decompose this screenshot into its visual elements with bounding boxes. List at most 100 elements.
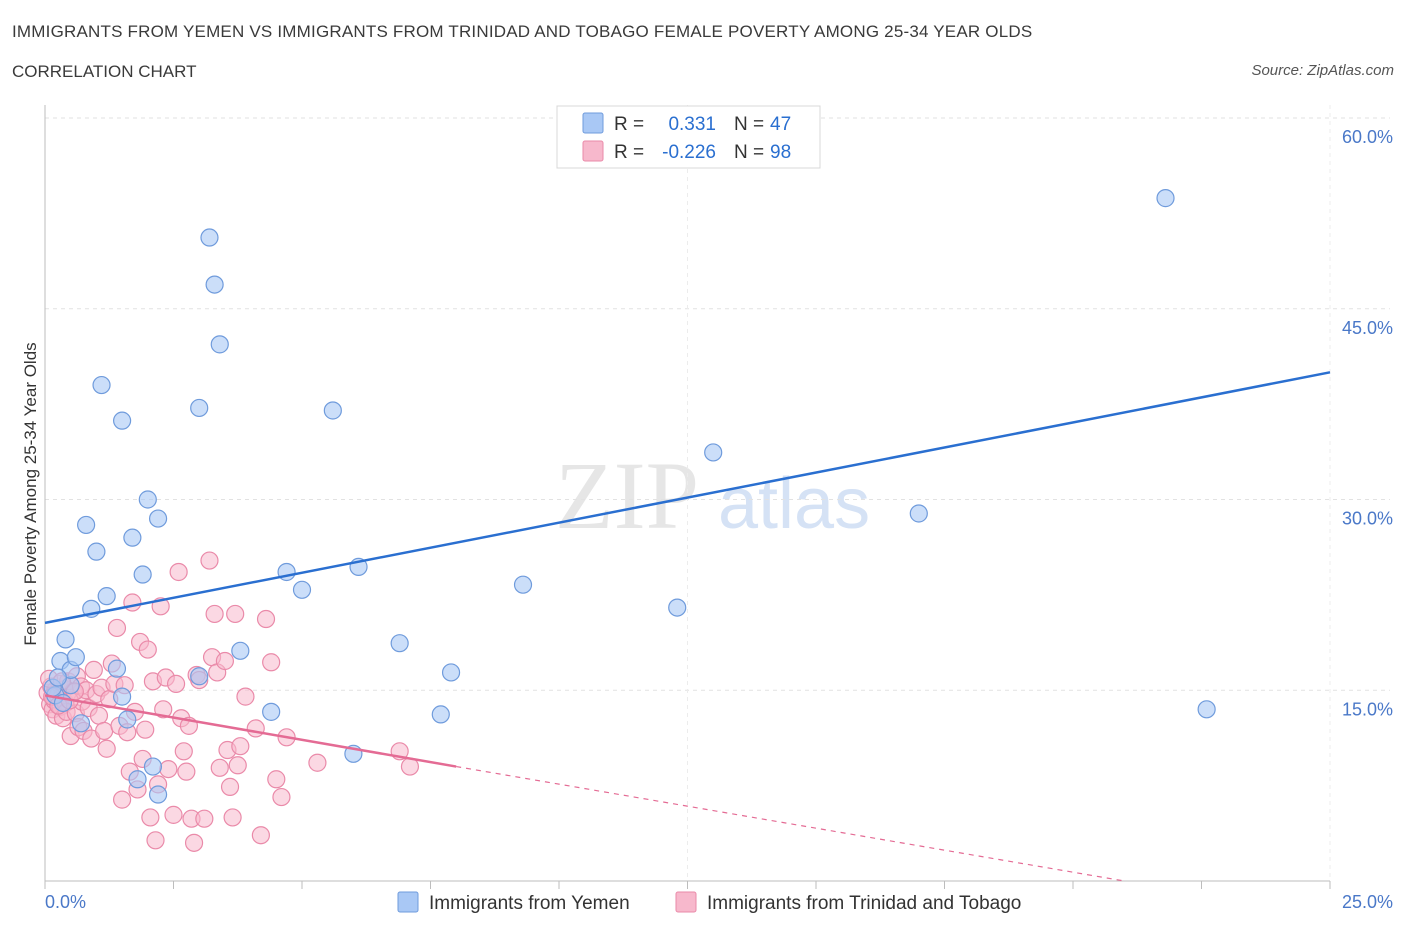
yemen-point-24: [190, 398, 209, 418]
yemen-point-21: [148, 509, 168, 528]
legend-r-label-yemen: R =: [614, 114, 644, 135]
x-tick-min: 0.0%: [45, 892, 86, 912]
tt-point-56: [159, 759, 178, 779]
yemen-point-32: [323, 401, 342, 420]
stats-legend: R = 0.331 N = 47 R = -0.226 N = 98: [556, 105, 821, 169]
series-tt-points: [38, 551, 420, 852]
tt-point-54: [154, 700, 173, 719]
tt-point-86: [267, 770, 286, 789]
tt-point-65: [184, 833, 204, 852]
bottom-legend-label-yemen: Immigrants from Yemen: [429, 893, 630, 914]
yemen-point-27: [210, 335, 229, 354]
yemen-point-2: [56, 630, 75, 649]
legend-r-value-yemen: 0.331: [668, 114, 716, 135]
legend-n-value-tt: 98: [770, 142, 791, 163]
legend-n-label-tt: N =: [734, 142, 764, 163]
tt-point-47: [136, 720, 155, 739]
yemen-point-37: [441, 663, 461, 682]
tt-point-29: [89, 706, 109, 725]
tt-point-77: [223, 808, 242, 827]
yemen-point-19: [138, 490, 157, 509]
bottom-legend-label-tt: Immigrants from Trinidad and Tobago: [707, 893, 1021, 914]
x-tick-max: 25.0%: [1342, 892, 1393, 912]
watermark-zip: ZIP: [555, 442, 699, 549]
tt-point-89: [308, 753, 327, 772]
source-label: Source: ZipAtlas.com: [1251, 62, 1394, 79]
yemen-point-17: [128, 770, 147, 789]
yemen-point-7: [77, 515, 96, 535]
yemen-point-14: [112, 411, 132, 430]
yemen-point-20: [143, 757, 163, 776]
tt-point-51: [146, 831, 165, 850]
tt-point-38: [112, 790, 132, 809]
yemen-point-36: [431, 705, 450, 724]
axes: [44, 105, 1331, 889]
tt-point-82: [246, 719, 265, 738]
yemen-point-16: [123, 528, 142, 547]
yemen-point-28: [231, 641, 250, 660]
tt-point-74: [215, 651, 234, 671]
yemen-point-26: [205, 275, 224, 294]
yemen-point-41: [909, 504, 928, 523]
yemen-point-6: [71, 714, 91, 733]
trend-line-tt: [44, 694, 457, 768]
legend-swatch-tt: [582, 140, 604, 162]
tt-point-62: [177, 762, 196, 781]
series-legend: Immigrants from Yemen Immigrants from Tr…: [397, 891, 1021, 914]
tt-point-31: [95, 721, 114, 741]
yemen-point-9: [87, 542, 106, 561]
yemen-point-29: [262, 702, 281, 721]
yemen-point-46: [48, 668, 67, 687]
tt-point-71: [205, 604, 224, 624]
tt-point-76: [220, 777, 240, 796]
tt-point-48: [138, 640, 157, 659]
tt-point-73: [210, 758, 229, 777]
tt-point-68: [195, 809, 214, 828]
tt-point-59: [169, 562, 188, 582]
tt-point-57: [164, 805, 183, 824]
legend-n-label-yemen: N =: [734, 114, 764, 135]
yemen-point-18: [133, 565, 152, 584]
tt-point-87: [272, 787, 291, 807]
yemen-point-5: [66, 648, 85, 667]
tt-point-84: [256, 609, 276, 629]
yemen-point-13: [112, 687, 132, 706]
tt-point-36: [107, 618, 127, 638]
tt-point-78: [226, 604, 245, 624]
y-axis-label: Female Poverty Among 25-34 Year Olds: [21, 342, 40, 645]
tt-point-58: [166, 674, 186, 693]
tt-point-42: [123, 593, 142, 612]
yemen-point-35: [390, 634, 409, 653]
yemen-point-42: [1156, 189, 1175, 208]
tt-point-27: [84, 660, 103, 680]
tt-point-79: [228, 756, 247, 775]
trend-line-yemen: [44, 371, 1331, 625]
trend-line-tt-extension: [456, 765, 1125, 882]
yemen-point-40: [704, 443, 723, 462]
yemen-point-25: [200, 228, 219, 247]
yemen-point-23: [190, 667, 209, 686]
chart-title: IMMIGRANTS FROM YEMEN VS IMMIGRANTS FROM…: [12, 22, 1033, 41]
tt-point-32: [97, 739, 116, 758]
legend-r-label-tt: R =: [614, 142, 644, 163]
trend-lines: [44, 371, 1331, 882]
tt-point-81: [236, 687, 255, 706]
tt-point-80: [231, 737, 250, 756]
tt-point-83: [251, 826, 270, 845]
yemen-point-11: [97, 587, 116, 606]
yemen-point-31: [292, 580, 312, 599]
bottom-legend-swatch-yemen: [397, 891, 419, 913]
yemen-point-43: [1197, 700, 1216, 719]
legend-swatch-yemen: [582, 112, 604, 134]
yemen-point-10: [92, 375, 111, 395]
y-tick-label-1: 30.0%: [1342, 509, 1393, 529]
legend-r-value-tt: -0.226: [662, 142, 716, 163]
tt-point-85: [262, 653, 281, 672]
yemen-point-38: [513, 575, 533, 594]
legend-n-value-yemen: 47: [770, 114, 791, 135]
yemen-point-39: [668, 598, 687, 617]
y-tick-label-0: 15.0%: [1342, 699, 1393, 719]
yemen-point-15: [118, 710, 137, 729]
chart-subtitle: CORRELATION CHART: [12, 62, 197, 81]
